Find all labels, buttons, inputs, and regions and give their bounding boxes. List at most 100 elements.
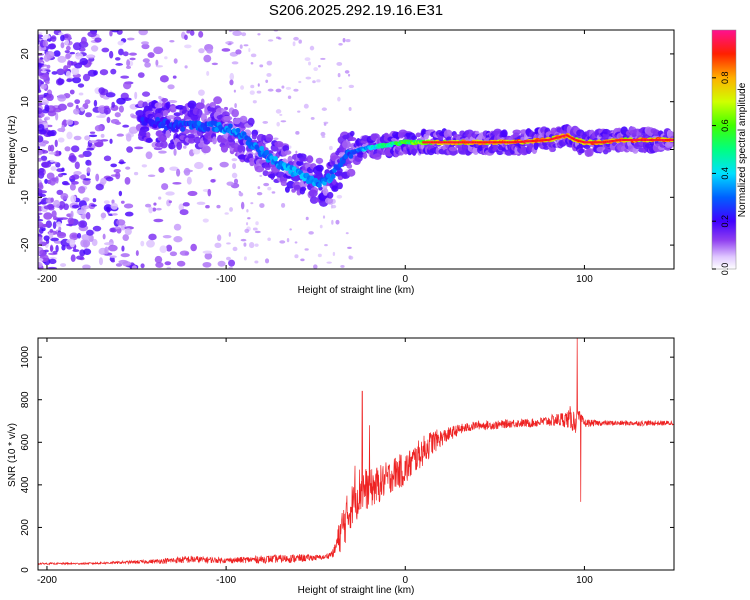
noise-blob — [115, 172, 120, 180]
noise-blob — [106, 177, 114, 182]
noise-blob — [63, 65, 68, 72]
noise-blob — [267, 61, 273, 66]
noise-blob — [166, 245, 172, 252]
snr-y-tick-label: 600 — [20, 434, 31, 451]
noise-blob — [295, 131, 299, 135]
noise-blob — [90, 131, 95, 133]
noise-blob — [247, 217, 250, 219]
noise-blob — [331, 205, 336, 209]
noise-blob — [111, 119, 119, 124]
noise-blob — [343, 38, 346, 42]
noise-blob — [265, 80, 268, 83]
noise-blob — [232, 173, 238, 179]
noise-blob — [71, 174, 80, 179]
noise-blob — [109, 51, 113, 59]
noise-blob — [112, 213, 118, 215]
noise-blob — [115, 63, 123, 66]
noise-blob — [70, 195, 76, 203]
ridge-halo — [342, 140, 351, 149]
noise-blob — [81, 37, 87, 45]
noise-blob — [254, 261, 258, 264]
noise-blob — [119, 191, 122, 196]
noise-blob — [80, 107, 84, 112]
noise-blob — [142, 164, 147, 167]
noise-blob — [86, 230, 94, 236]
noise-blob — [60, 193, 68, 200]
ridge-core — [205, 126, 210, 131]
noise-blob — [263, 183, 269, 186]
noise-blob — [58, 227, 61, 231]
noise-blob — [333, 252, 335, 256]
noise-blob — [91, 45, 98, 51]
noise-blob — [43, 40, 48, 47]
noise-blob — [170, 251, 177, 256]
noise-blob — [180, 209, 189, 215]
spectrogram-y-tick-label: 10 — [20, 96, 31, 108]
noise-blob — [289, 228, 292, 230]
noise-blob — [298, 39, 301, 43]
noise-blob — [70, 90, 75, 95]
noise-blob — [95, 125, 103, 131]
noise-blob — [226, 181, 234, 185]
noise-blob — [117, 134, 124, 137]
noise-blob — [47, 65, 51, 69]
ridge-halo — [155, 102, 163, 108]
noise-blob — [235, 49, 241, 54]
noise-blob — [153, 219, 163, 222]
noise-blob — [241, 32, 246, 36]
noise-blob — [72, 205, 80, 209]
noise-blob — [233, 247, 238, 251]
noise-blob — [65, 40, 69, 45]
noise-blob — [225, 42, 229, 44]
noise-blob — [158, 196, 161, 199]
noise-blob — [111, 260, 115, 263]
noise-blob — [281, 85, 284, 88]
noise-blob — [64, 146, 70, 151]
noise-blob — [321, 132, 326, 137]
spectrogram-x-axis-label: Height of straight line (km) — [298, 285, 415, 296]
noise-blob — [259, 175, 262, 177]
ridge-halo — [579, 149, 585, 154]
noise-blob — [177, 261, 186, 267]
noise-blob — [156, 65, 163, 67]
noise-blob — [323, 122, 328, 124]
noise-blob — [176, 169, 180, 177]
noise-blob — [203, 218, 209, 222]
noise-blob — [304, 104, 309, 109]
noise-blob — [207, 189, 211, 196]
noise-blob — [122, 234, 129, 241]
noise-blob — [243, 242, 246, 246]
noise-blob — [65, 53, 70, 59]
noise-blob — [43, 224, 48, 227]
noise-blob — [306, 217, 309, 220]
noise-blob — [329, 146, 333, 150]
noise-blob — [44, 205, 53, 209]
noise-blob — [95, 142, 104, 147]
noise-blob — [206, 71, 209, 76]
noise-blob — [43, 212, 52, 219]
noise-blob — [244, 44, 249, 46]
noise-blob — [89, 135, 97, 138]
noise-blob — [66, 78, 72, 82]
noise-blob — [345, 70, 350, 74]
ridge-halo — [240, 116, 248, 123]
noise-blob — [173, 149, 176, 156]
noise-blob — [75, 162, 80, 170]
noise-blob — [257, 33, 260, 35]
spectrogram-y-tick-label: 0 — [20, 146, 31, 152]
noise-blob — [34, 258, 44, 262]
noise-blob — [154, 147, 163, 150]
noise-blob — [158, 96, 161, 99]
noise-blob — [107, 117, 111, 123]
noise-blob — [60, 263, 66, 267]
spectrogram-x-tick-label: -100 — [216, 274, 236, 285]
noise-blob — [91, 204, 97, 207]
noise-blob — [183, 146, 187, 149]
noise-blob — [36, 262, 43, 267]
noise-blob — [121, 253, 130, 257]
noise-blob — [76, 256, 84, 260]
noise-blob — [104, 156, 111, 162]
noise-blob — [159, 245, 167, 253]
noise-blob — [267, 238, 271, 242]
ridge-halo — [223, 116, 232, 121]
